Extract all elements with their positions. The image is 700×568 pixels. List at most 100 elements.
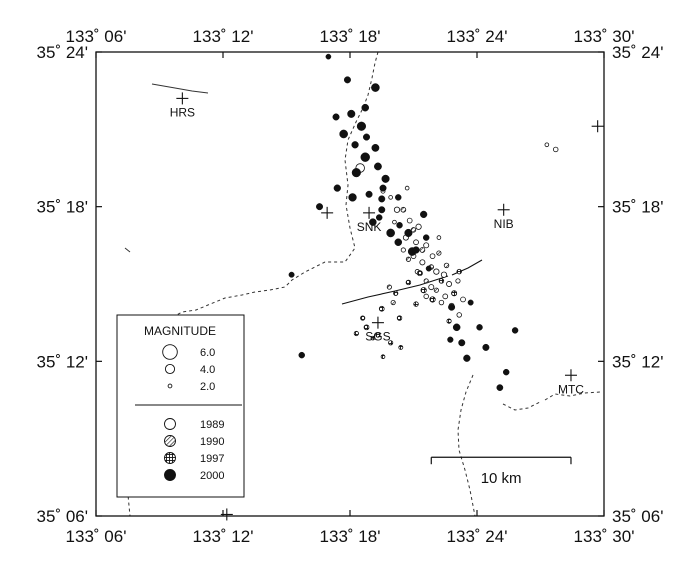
legend-box [116, 314, 245, 498]
event-2000-marker [502, 368, 510, 376]
event-2000-marker [351, 168, 361, 178]
event-2000-marker [374, 162, 382, 171]
event-1997-marker [396, 315, 403, 321]
legend-year-symbol [164, 469, 176, 481]
event-2000-marker [482, 343, 490, 351]
event-1989-marker [446, 281, 453, 287]
event-1990-marker [433, 287, 439, 293]
event-2000-marker [381, 174, 390, 183]
event-2000-marker [363, 133, 371, 141]
lat-tick-label-left: 35˚ 18' [37, 198, 88, 217]
event-1990-marker [436, 250, 442, 256]
lon-tick-label-bottom: 133˚ 30' [574, 527, 635, 546]
event-1990-marker [423, 278, 429, 284]
event-1989-marker [393, 206, 401, 213]
lon-tick-label-bottom: 133˚ 24' [447, 527, 508, 546]
event-1990-marker [390, 299, 396, 306]
legend-magnitude-label: 6.0 [200, 347, 215, 359]
legend-year-symbol [164, 435, 176, 447]
event-2000-marker [375, 214, 383, 221]
lon-tick-label-top: 133˚ 24' [447, 27, 508, 46]
lon-tick-label-bottom: 133˚ 18' [320, 527, 381, 546]
event-1990-marker [419, 247, 426, 253]
event-2000-marker [425, 265, 432, 272]
lat-tick-label-right: 35˚ 18' [612, 198, 663, 217]
station-label: MTC [558, 382, 584, 396]
scale-bar-label: 10 km [481, 470, 522, 487]
event-2000-marker [463, 354, 471, 362]
event-1997-marker [375, 332, 381, 338]
lon-tick-label-top: 133˚ 06' [66, 27, 127, 46]
event-1997-marker [393, 290, 399, 296]
event-2000-marker [395, 194, 402, 201]
event-2000-marker [447, 336, 454, 343]
event-2000-marker [365, 190, 373, 198]
event-1989-marker [419, 259, 426, 266]
event-1990-marker [410, 227, 417, 233]
event-1997-marker [370, 335, 376, 341]
legend-year-symbol [164, 452, 176, 464]
event-1997-marker [413, 301, 419, 307]
event-1997-marker [416, 270, 423, 277]
event-2000-marker [511, 327, 519, 334]
event-2000-marker [343, 76, 351, 84]
event-2000-marker [378, 206, 386, 214]
event-2000-marker [371, 83, 380, 92]
legend-magnitude-symbol [164, 363, 176, 375]
boundary-line [151, 83, 209, 94]
event-1997-marker [451, 290, 457, 297]
event-2000-marker [378, 195, 386, 203]
event-1997-marker [388, 340, 394, 346]
lat-tick-label-right: 35˚ 06' [612, 507, 663, 526]
event-1997-marker [429, 296, 436, 303]
event-1989-marker [436, 235, 442, 240]
event-2000-marker [476, 324, 483, 331]
station-label: NIB [494, 217, 514, 231]
legend-magnitude-label: 4.0 [200, 364, 215, 376]
event-2000-marker [347, 109, 356, 118]
legend-magnitude-symbol [167, 383, 173, 389]
event-2000-marker [422, 234, 430, 241]
legend-title: MAGNITUDE [144, 324, 216, 338]
event-2000-marker [298, 351, 305, 359]
event-2000-marker [412, 246, 420, 254]
event-1989-marker [429, 253, 436, 260]
station-label: SGS [365, 330, 390, 344]
event-1989-marker [460, 296, 466, 303]
event-2000-marker [356, 121, 367, 131]
legend-year-label: 1989 [200, 419, 224, 431]
legend-year-label: 1997 [200, 453, 224, 465]
event-1990-marker [386, 284, 392, 290]
boundary-line [124, 247, 131, 253]
lat-tick-label-left: 35˚ 06' [37, 507, 88, 526]
event-2000-marker [396, 221, 403, 229]
event-1997-marker [420, 287, 427, 294]
lat-tick-label-right: 35˚ 12' [612, 352, 663, 371]
event-1989-marker [413, 239, 419, 246]
seismic-stations: HRS SNK NIB SGS MTC [170, 92, 604, 521]
event-2000-marker [467, 299, 474, 306]
event-1997-marker [446, 318, 452, 324]
legend-magnitude-label: 2.0 [200, 381, 215, 393]
event-1997-marker [363, 324, 370, 331]
event-2000-marker [458, 339, 466, 347]
event-2000-marker [452, 323, 461, 332]
station-label: HRS [170, 105, 195, 119]
event-2000-marker [386, 228, 395, 238]
legend-year-label: 2000 [200, 470, 224, 482]
event-1989-marker [433, 268, 440, 275]
legend-year-label: 1990 [200, 436, 224, 448]
event-1989-marker [392, 219, 397, 225]
legend-magnitudes: 6.0 4.0 2.0 [162, 344, 215, 393]
event-1990-marker [400, 206, 407, 213]
event-2000-marker [348, 193, 357, 202]
event-2000-marker [379, 184, 387, 192]
lon-tick-label-top: 133˚ 30' [574, 27, 635, 46]
event-1990-marker [443, 262, 450, 269]
event-1989-marker [415, 223, 422, 230]
event-2000-marker [332, 113, 340, 121]
legend-years: 1989 1990 1997 2000 [164, 418, 224, 482]
lat-tick-label-left: 35˚ 12' [37, 352, 88, 371]
event-1997-marker [398, 344, 404, 350]
